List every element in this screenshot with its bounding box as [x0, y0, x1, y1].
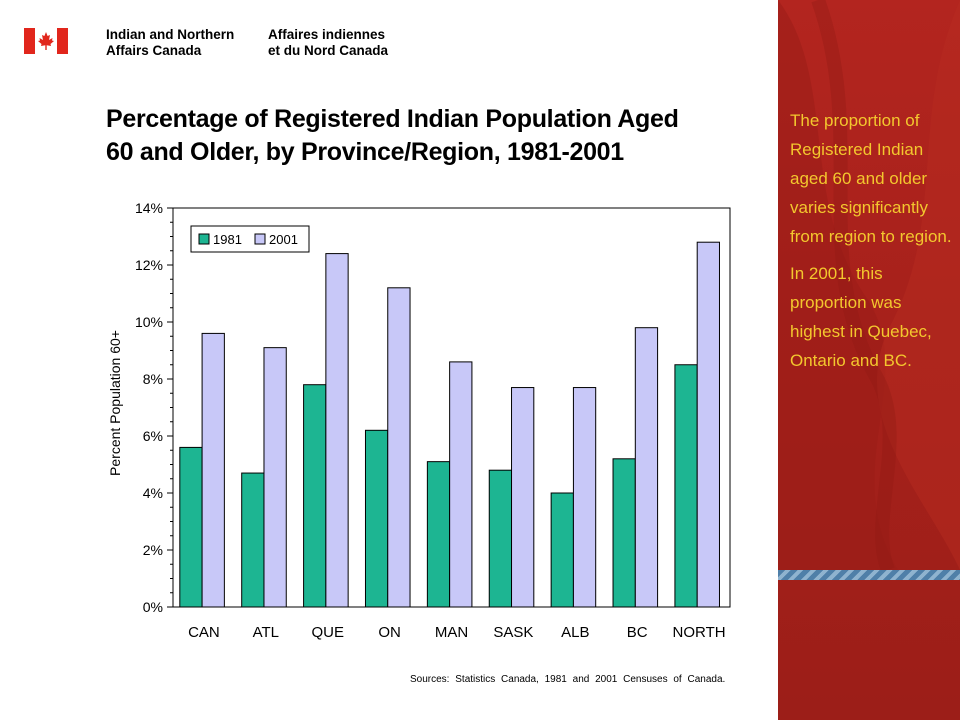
y-tick-label: 8%: [143, 371, 163, 387]
bar-2001-can: [201, 332, 225, 608]
legend-swatch-2001: [254, 233, 266, 245]
bar-1981-alb: [550, 492, 574, 608]
panel-paragraph-2: In 2001, this proportion was highest in …: [790, 264, 932, 370]
bar-1981-sask: [488, 469, 513, 608]
bar-1981-man: [426, 461, 451, 608]
panel-paragraph-1: The proportion of Registered Indian aged…: [790, 111, 952, 246]
x-tick-labels: CAN ATL QUE ON MAN SASK ALB BC NORTH: [188, 624, 725, 641]
bar-2001-bc: [634, 327, 659, 608]
y-tick-label: 14%: [135, 200, 163, 216]
chart-bars: [179, 241, 720, 608]
bar-2001-alb: [572, 387, 597, 608]
decorative-stripe: [778, 570, 960, 580]
y-tick-label: 6%: [143, 428, 163, 444]
bar-2001-north: [696, 241, 720, 608]
bar-2001-on: [387, 287, 411, 608]
bar-1981-bc: [612, 458, 636, 608]
x-tick-label: ALB: [561, 624, 589, 641]
legend-swatch-1981: [198, 233, 210, 245]
y-tick-label: 2%: [143, 542, 163, 558]
bar-2001-sask: [511, 387, 535, 608]
bar-2001-man: [449, 361, 473, 608]
source-note: Sources: Statistics Canada, 1981 and 200…: [410, 674, 726, 685]
legend-label-1981: 1981: [213, 232, 242, 247]
bar-1981-on: [364, 429, 389, 608]
bar-2001-atl: [263, 347, 287, 608]
bar-1981-atl: [241, 472, 265, 608]
department-en-line1: Indian and Northern: [106, 27, 235, 42]
x-tick-label: ON: [378, 624, 401, 641]
bar-1981-can: [179, 446, 203, 608]
y-axis-label: Percent Population 60+: [107, 330, 123, 476]
x-tick-label: NORTH: [673, 624, 726, 641]
bar-1981-north: [674, 364, 698, 608]
bar-chart: CAN ATL QUE ON MAN SASK ALB BC NORTH 0% 2% 4% 6% 8% 1…: [107, 200, 731, 641]
legend-box: [190, 225, 310, 253]
department-name-english: Indian and Northern Affairs Canada: [106, 27, 234, 59]
canada-flag-icon: [24, 28, 68, 54]
x-tick-label: MAN: [435, 624, 468, 641]
department-fr-line1: Affaires indiennes: [268, 27, 386, 42]
bar-2001-que: [325, 253, 349, 608]
y-tick-label: 12%: [135, 257, 163, 273]
y-tick-label: 4%: [143, 485, 163, 501]
panel-background-pattern: [778, 0, 960, 570]
side-panel: The proportion of Registered Indian aged…: [778, 0, 960, 720]
department-en-line2: Affairs Canada: [106, 43, 202, 58]
slide-title: Percentage of Registered Indian Populati…: [106, 103, 756, 169]
slide-title-line2: 60 and Older, by Province/Region, 1981-2…: [106, 138, 624, 166]
chart-legend: 1981 2001: [190, 225, 310, 253]
panel-text: The proportion of Registered Indian aged…: [790, 106, 955, 383]
x-tick-label: SASK: [493, 624, 533, 641]
y-tick-label: 0%: [143, 599, 163, 615]
x-tick-label: ATL: [253, 624, 279, 641]
x-tick-label: CAN: [188, 624, 220, 641]
y-tick-label: 10%: [135, 314, 163, 330]
x-tick-label: BC: [627, 624, 648, 641]
bar-1981-que: [303, 384, 327, 608]
legend-label-2001: 2001: [269, 232, 298, 247]
x-tick-label: QUE: [311, 624, 344, 641]
y-tick-labels: 0% 2% 4% 6% 8% 10% 12% 14%: [135, 200, 163, 615]
department-fr-line2: et du Nord Canada: [268, 43, 389, 58]
slide-title-line1: Percentage of Registered Indian Populati…: [106, 105, 679, 133]
department-name-french: Affaires indiennes et du Nord Canada: [268, 27, 388, 59]
